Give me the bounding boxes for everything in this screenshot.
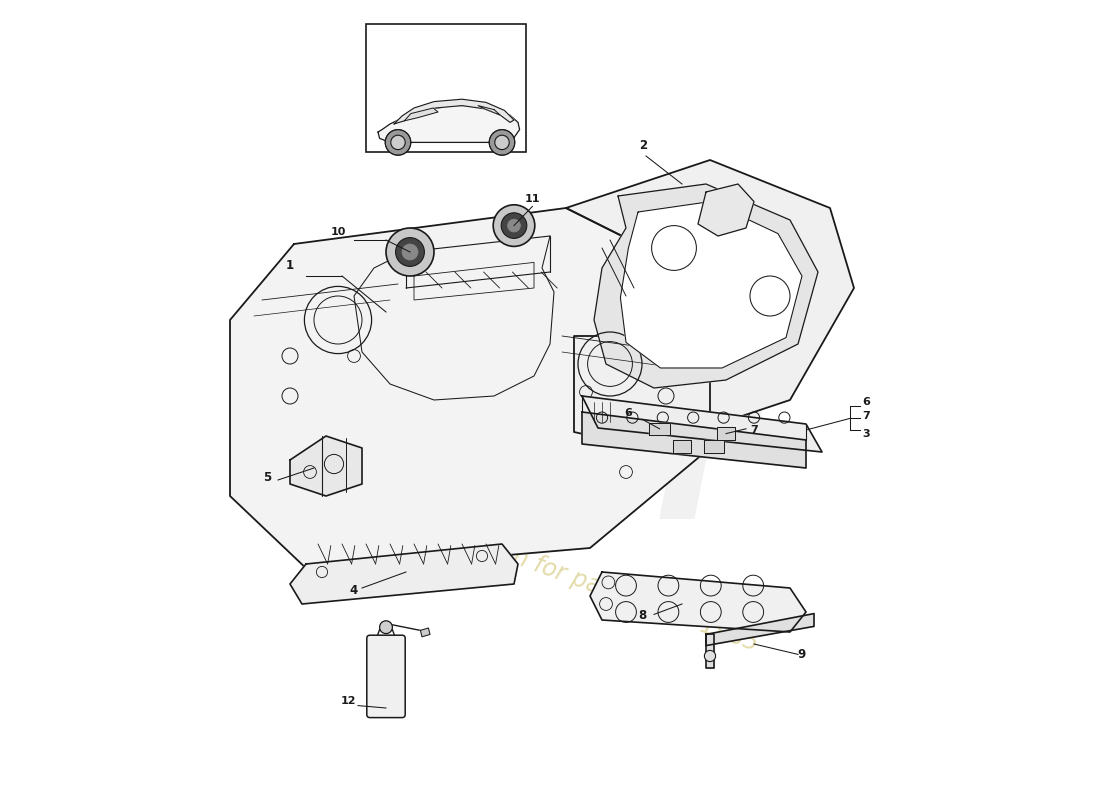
Polygon shape <box>582 396 822 452</box>
Text: 12: 12 <box>341 695 356 706</box>
Circle shape <box>379 621 393 634</box>
Polygon shape <box>394 99 514 124</box>
Polygon shape <box>704 440 725 453</box>
Polygon shape <box>649 422 670 435</box>
Polygon shape <box>620 202 802 368</box>
Text: 7: 7 <box>862 411 870 421</box>
Text: 5: 5 <box>264 471 272 484</box>
Polygon shape <box>698 184 754 236</box>
Circle shape <box>495 135 509 150</box>
Text: 10: 10 <box>330 227 345 237</box>
Text: 7: 7 <box>750 425 758 434</box>
Polygon shape <box>590 572 806 632</box>
Circle shape <box>396 238 425 266</box>
Polygon shape <box>706 614 814 646</box>
FancyBboxPatch shape <box>366 635 405 718</box>
Polygon shape <box>420 628 430 637</box>
Text: 9: 9 <box>798 648 806 661</box>
Polygon shape <box>582 412 806 468</box>
Text: 1: 1 <box>286 259 294 272</box>
Text: 6: 6 <box>862 398 870 407</box>
Polygon shape <box>290 544 518 604</box>
Bar <box>366 24 526 152</box>
Circle shape <box>704 650 716 662</box>
Circle shape <box>386 228 434 276</box>
Text: 11: 11 <box>525 194 540 204</box>
Circle shape <box>402 244 418 260</box>
Text: 4: 4 <box>350 584 359 597</box>
Polygon shape <box>290 436 362 496</box>
Polygon shape <box>673 440 691 453</box>
Circle shape <box>385 130 410 155</box>
Circle shape <box>390 135 405 150</box>
Polygon shape <box>717 427 735 440</box>
Text: 3: 3 <box>862 430 870 439</box>
Text: eur: eur <box>374 366 754 562</box>
Polygon shape <box>566 160 854 448</box>
Text: a passion for parts since 1985: a passion for parts since 1985 <box>418 512 762 656</box>
Text: 2: 2 <box>639 139 647 152</box>
Polygon shape <box>230 208 710 572</box>
Polygon shape <box>378 106 519 142</box>
Text: 8: 8 <box>638 610 646 622</box>
Polygon shape <box>594 184 818 388</box>
Circle shape <box>502 213 527 238</box>
Polygon shape <box>706 634 714 668</box>
Text: 6: 6 <box>625 408 632 418</box>
Circle shape <box>493 205 535 246</box>
Circle shape <box>490 130 515 155</box>
Polygon shape <box>405 108 438 121</box>
Polygon shape <box>478 106 500 115</box>
Circle shape <box>507 219 520 232</box>
